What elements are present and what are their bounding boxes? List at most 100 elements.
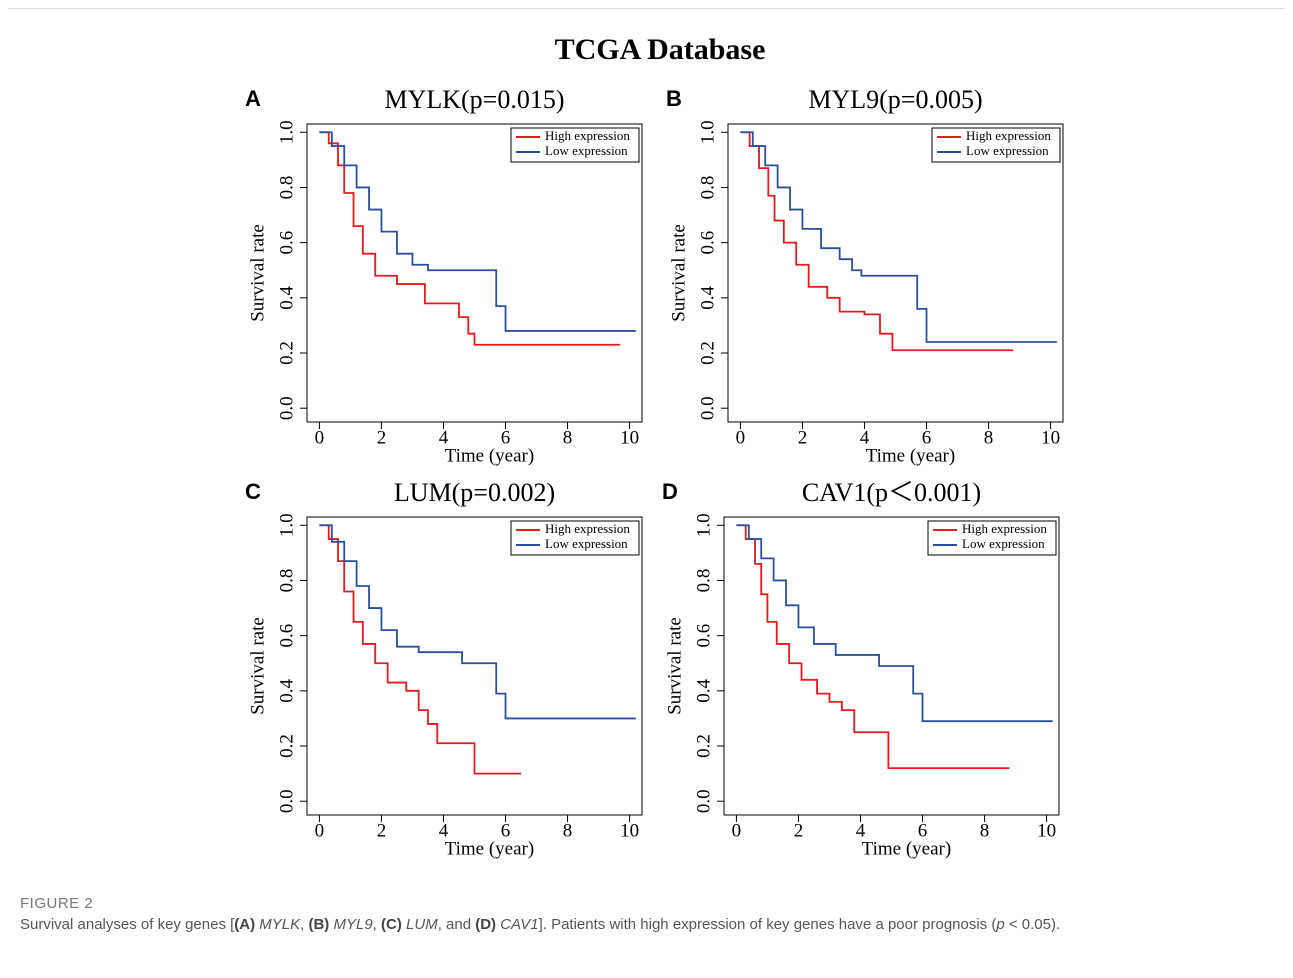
panel-label: B (666, 86, 682, 111)
plot-frame (306, 516, 643, 816)
x-axis-label: Time (year) (445, 445, 535, 466)
x-tick-label: 0 (732, 820, 742, 841)
figure-title: TCGA Database (555, 33, 766, 66)
survival-curve (319, 131, 621, 346)
x-tick-label: 10 (1041, 427, 1060, 448)
x-tick-label: 6 (501, 427, 511, 448)
y-tick-label: 1.0 (276, 120, 297, 144)
y-tick-label: 0.0 (276, 789, 297, 813)
x-tick-label: 6 (918, 820, 928, 841)
chart-title: MYL9(p=0.005) (808, 85, 982, 114)
x-axis-label: Time (year) (862, 838, 952, 859)
caption-text: , (372, 916, 382, 933)
legend-label: High expression (966, 128, 1051, 143)
y-tick-label: 0.2 (276, 341, 297, 365)
chart-panel: A MYLK(p=0.015) 0 2 4 6 8 10 0.0 0.2 0.4 0.6 0.8 1.0 T… (245, 85, 643, 466)
caption-text: ]. Patients with high expression of key … (538, 916, 997, 933)
survival-curve (319, 524, 522, 775)
y-tick-label: 0.0 (693, 789, 714, 813)
legend-label: High expression (962, 521, 1047, 536)
plot-frame (723, 516, 1060, 816)
chart-panel: B MYL9(p=0.005) 0 2 4 6 8 10 0.0 0.2 0.4 0.6 0.8 1.0 T… (666, 85, 1064, 466)
y-tick-label: 0.8 (276, 569, 297, 593)
x-tick-label: 10 (620, 820, 639, 841)
x-tick-label: 2 (377, 427, 387, 448)
legend-label: Low expression (962, 536, 1045, 551)
caption-text: , (300, 916, 309, 933)
caption-text: (A) (234, 916, 256, 933)
chart-title: LUM(p=0.002) (394, 478, 555, 507)
survival-curve (736, 524, 1053, 723)
caption-text: (B) (308, 916, 330, 933)
x-tick-label: 2 (377, 820, 387, 841)
caption: Survival analyses of key genes [(A) MYLK… (20, 914, 1235, 935)
y-tick-label: 0.6 (693, 624, 714, 648)
y-tick-label: 0.4 (697, 285, 718, 309)
figure: TCGA Database A MYLK(p=0.015) 0 2 4 6 8 10 0.0 0.… (245, 33, 1064, 859)
panel-label: A (245, 86, 261, 111)
x-tick-label: 4 (439, 820, 449, 841)
chart-panel: D CAV1(p＜0.001) 0 2 4 6 8 10 0.0 0.2 0.4 0.6 0.8 1.0 T… (662, 478, 1060, 859)
x-tick-label: 0 (736, 427, 746, 448)
x-tick-label: 8 (563, 427, 573, 448)
y-axis-label: Survival rate (668, 224, 689, 322)
x-tick-label: 4 (860, 427, 870, 448)
y-tick-label: 0.2 (276, 734, 297, 758)
caption-text: Survival analyses of key genes [ (20, 916, 235, 933)
legend-box (510, 520, 640, 556)
caption-text: (C) (381, 916, 402, 933)
caption-text: MYL9 (333, 916, 373, 933)
x-tick-label: 6 (501, 820, 511, 841)
y-tick-label: 0.8 (697, 176, 718, 200)
y-tick-label: 0.0 (697, 396, 718, 420)
x-tick-label: 0 (315, 427, 325, 448)
x-tick-label: 0 (315, 820, 325, 841)
y-tick-label: 0.6 (276, 624, 297, 648)
survival-curve (319, 524, 636, 720)
y-axis-label: Survival rate (247, 224, 268, 322)
y-tick-label: 0.0 (276, 396, 297, 420)
legend-label: Low expression (545, 536, 628, 551)
legend-label: High expression (545, 521, 630, 536)
caption-text: (D) (475, 916, 497, 933)
legend-label: High expression (545, 128, 630, 143)
caption-text: MYLK (259, 916, 301, 933)
y-tick-label: 0.8 (693, 569, 714, 593)
survival-curve (736, 524, 1010, 769)
y-tick-label: 0.2 (697, 341, 718, 365)
chart-title: CAV1(p＜0.001) (802, 478, 981, 507)
survival-curve (319, 131, 636, 332)
legend-box (931, 127, 1061, 163)
caption-text: , and (437, 916, 476, 933)
x-tick-label: 8 (984, 427, 994, 448)
x-tick-label: 2 (794, 820, 804, 841)
y-axis-label: Survival rate (247, 617, 268, 715)
legend-box (510, 127, 640, 163)
y-tick-label: 0.2 (693, 734, 714, 758)
legend-label: Low expression (545, 143, 628, 158)
y-axis-label: Survival rate (664, 617, 685, 715)
caption-text: < 0.05). (1004, 916, 1061, 933)
caption-text: LUM (406, 916, 438, 933)
top-rule (8, 8, 1285, 9)
y-tick-label: 1.0 (693, 513, 714, 537)
x-tick-label: 8 (980, 820, 990, 841)
y-tick-label: 1.0 (697, 120, 718, 144)
survival-curve (740, 131, 1057, 343)
y-tick-label: 0.4 (693, 678, 714, 702)
x-tick-label: 4 (856, 820, 866, 841)
panel-label: C (245, 479, 261, 504)
y-tick-label: 0.8 (276, 176, 297, 200)
y-tick-label: 0.4 (276, 285, 297, 309)
x-tick-label: 10 (620, 427, 639, 448)
x-axis-label: Time (year) (445, 838, 535, 859)
y-tick-label: 0.6 (276, 231, 297, 255)
x-tick-label: 2 (798, 427, 808, 448)
y-tick-label: 1.0 (276, 513, 297, 537)
caption-text: p (996, 916, 1005, 933)
survival-curve (740, 131, 1014, 352)
chart-panel: C LUM(p=0.002) 0 2 4 6 8 10 0.0 0.2 0.4 0.6 0.8 1.0 Ti… (245, 478, 643, 859)
legend-box (927, 520, 1057, 556)
caption-text: CAV1 (500, 916, 539, 933)
